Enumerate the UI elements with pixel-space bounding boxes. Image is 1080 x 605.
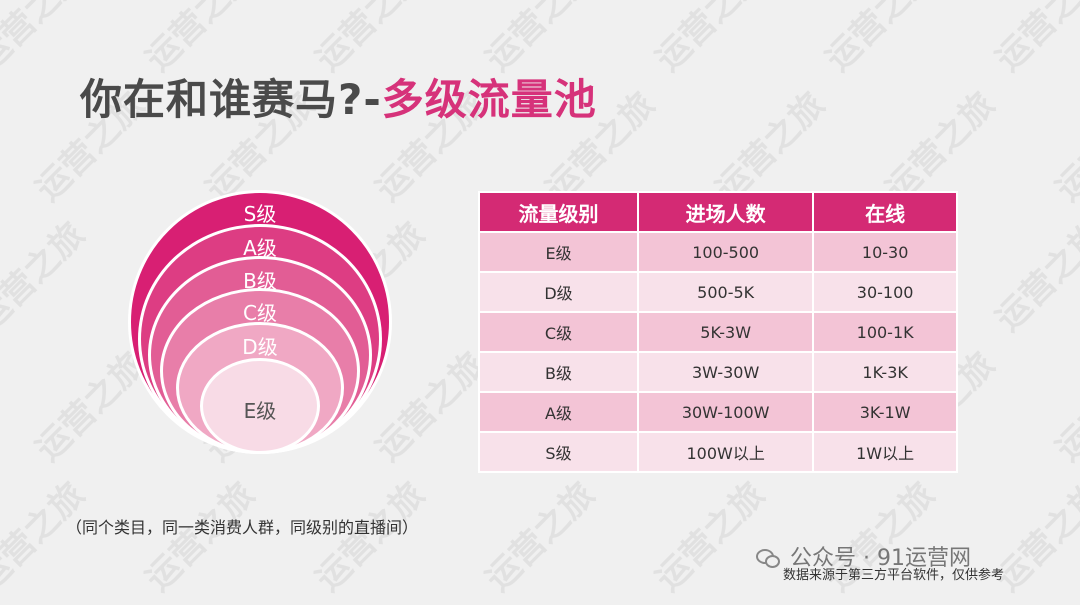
wechat-icon [756, 549, 780, 568]
circle-e [200, 358, 320, 454]
table-header-row: 流量级别 进场人数 在线 [477, 191, 958, 233]
header-entrants: 进场人数 [637, 191, 815, 233]
circle-label-d: D级 [242, 335, 278, 359]
watermark-text: 运营之旅 [988, 0, 1080, 80]
header-level: 流量级别 [477, 191, 640, 233]
circle-label-c: C级 [243, 301, 277, 325]
watermark-text: 运营之旅 [818, 0, 943, 80]
circle-label-s: S级 [243, 202, 277, 226]
page-title: 你在和谁赛马?-多级流量池 [80, 66, 597, 127]
table-row: B级 3W-30W 1K-3K [477, 351, 958, 393]
cell-online: 1W以上 [812, 431, 958, 473]
cell-entrants: 100W以上 [637, 431, 815, 473]
table-row: D级 500-5K 30-100 [477, 271, 958, 313]
watermark-text: 运营之旅 [0, 214, 93, 340]
watermark-text: 运营之旅 [988, 214, 1080, 340]
traffic-level-table: 流量级别 进场人数 在线 E级 100-500 10-30 D级 500-5K … [477, 191, 958, 473]
cell-level: S级 [477, 431, 640, 473]
watermark-text: 运营之旅 [1048, 344, 1080, 470]
cell-entrants: 30W-100W [637, 391, 815, 433]
cell-entrants: 500-5K [637, 271, 815, 313]
circle-label-b: B级 [243, 269, 277, 293]
cell-level: A级 [477, 391, 640, 433]
table-row: E级 100-500 10-30 [477, 231, 958, 273]
wechat-account-name: 公众号 · 91运营网 [790, 546, 971, 571]
header-online: 在线 [812, 191, 958, 233]
data-source-note: 数据来源于第三方平台软件，仅供参考 [783, 568, 1005, 583]
watermark-text: 运营之旅 [648, 0, 773, 80]
circle-label-e: E级 [243, 399, 277, 423]
cell-entrants: 3W-30W [637, 351, 815, 393]
cell-online: 30-100 [812, 271, 958, 313]
cell-entrants: 100-500 [637, 231, 815, 273]
table-row: S级 100W以上 1W以上 [477, 431, 958, 473]
cell-online: 10-30 [812, 231, 958, 273]
cell-level: B级 [477, 351, 640, 393]
cell-online: 3K-1W [812, 391, 958, 433]
footnote: （同个类目，同一类消费人群，同级别的直播间） [66, 518, 419, 537]
watermark-text: 运营之旅 [648, 474, 773, 600]
table-row: C级 5K-3W 100-1K [477, 311, 958, 353]
wechat-account: 公众号 · 91运营网 [756, 540, 971, 572]
title-highlight: 多级流量池 [381, 75, 597, 124]
cell-entrants: 5K-3W [637, 311, 815, 353]
watermark-text: 运营之旅 [1048, 84, 1080, 210]
cell-online: 1K-3K [812, 351, 958, 393]
title-prefix: 你在和谁赛马?- [80, 75, 382, 124]
cell-online: 100-1K [812, 311, 958, 353]
traffic-pool-circles: S级 A级 B级 C级 D级 E级 [128, 190, 392, 454]
watermark-text: 运营之旅 [478, 474, 603, 600]
cell-level: E级 [477, 231, 640, 273]
cell-level: C级 [477, 311, 640, 353]
circle-label-a: A级 [243, 236, 277, 260]
cell-level: D级 [477, 271, 640, 313]
table-row: A级 30W-100W 3K-1W [477, 391, 958, 433]
